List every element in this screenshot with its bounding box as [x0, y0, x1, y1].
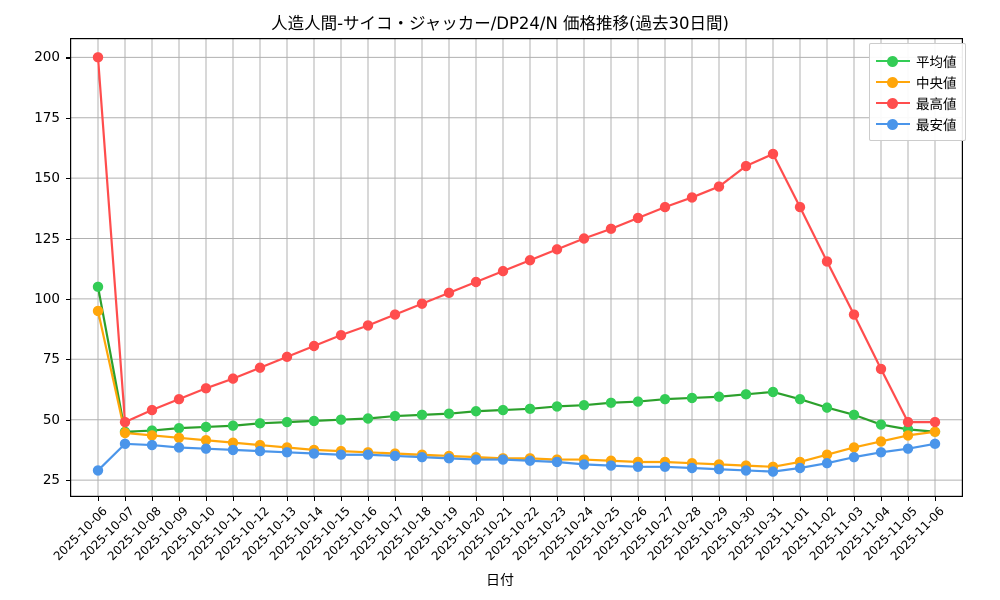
y-tick-label: 200	[34, 49, 60, 66]
y-tick-mark	[66, 359, 70, 361]
legend-item-2[interactable]: 最高値	[876, 92, 957, 113]
legend-item-3[interactable]: 最安値	[876, 113, 957, 134]
y-tick-label: 100	[34, 290, 60, 307]
series-2	[92, 52, 941, 428]
x-axis-label: 日付	[486, 573, 514, 589]
y-tick-label: 125	[34, 230, 60, 247]
x-tick-mark	[287, 497, 289, 501]
y-tick-mark	[66, 298, 70, 301]
x-tick-mark	[908, 497, 910, 501]
legend-label: 中央値	[916, 75, 957, 92]
y-tick-label: 75	[42, 351, 60, 368]
y-tick-mark	[66, 419, 70, 421]
legend-label: 最高値	[916, 96, 957, 113]
legend-item-0[interactable]: 平均値	[876, 50, 957, 71]
series-0	[92, 281, 941, 437]
x-tick-mark	[557, 497, 559, 501]
series-1	[92, 305, 941, 472]
x-tick-mark	[935, 497, 937, 501]
x-tick-mark	[449, 497, 451, 501]
x-tick-mark	[638, 497, 640, 501]
x-tick-mark	[98, 497, 100, 501]
x-tick-mark	[314, 497, 316, 501]
y-tick-mark	[66, 480, 70, 482]
x-tick-mark	[854, 497, 856, 501]
x-tick-mark	[719, 497, 721, 501]
x-tick-mark	[125, 497, 127, 501]
legend-item-1[interactable]: 中央値	[876, 71, 957, 92]
series-3	[92, 438, 941, 477]
x-tick-mark	[773, 497, 775, 501]
legend-swatch-icon	[876, 117, 910, 131]
x-tick-mark	[665, 497, 667, 501]
plot-frame	[70, 38, 963, 497]
plot-svg	[70, 38, 963, 497]
x-tick-mark	[179, 497, 181, 501]
legend-label: 平均値	[916, 54, 957, 71]
legend-label: 最安値	[916, 117, 957, 134]
y-tick-label: 25	[42, 472, 60, 489]
y-tick-label: 50	[42, 411, 60, 428]
legend-swatch-icon	[876, 75, 910, 89]
x-tick-mark	[800, 497, 802, 501]
x-tick-mark	[827, 497, 829, 501]
y-tick-label: 175	[34, 109, 60, 126]
x-tick-mark	[881, 497, 883, 501]
x-tick-mark	[395, 497, 397, 501]
x-tick-mark	[368, 497, 370, 501]
gridlines	[70, 38, 963, 497]
x-tick-mark	[692, 497, 694, 501]
chart-title: 人造人間-サイコ・ジャッカー/DP24/N 価格推移(過去30日間)	[271, 14, 729, 33]
y-tick-label: 150	[34, 170, 60, 187]
x-tick-mark	[206, 497, 208, 501]
plot-area	[70, 38, 963, 497]
x-tick-mark	[422, 497, 424, 501]
x-tick-mark	[341, 497, 343, 501]
chart-legend: 平均値中央値最高値最安値	[869, 43, 966, 141]
x-tick-mark	[152, 497, 154, 501]
x-tick-mark	[260, 497, 262, 501]
x-tick-mark	[476, 497, 478, 501]
x-tick-mark	[233, 497, 235, 501]
legend-swatch-icon	[876, 54, 910, 68]
x-tick-mark	[503, 497, 505, 501]
legend-swatch-icon	[876, 96, 910, 110]
y-tick-mark	[66, 117, 70, 119]
x-tick-mark	[584, 497, 586, 501]
x-tick-mark	[746, 497, 748, 501]
y-tick-mark	[66, 57, 70, 59]
y-tick-mark	[66, 178, 70, 180]
x-tick-mark	[611, 497, 613, 501]
y-tick-mark	[66, 238, 70, 240]
x-tick-mark	[530, 497, 532, 501]
